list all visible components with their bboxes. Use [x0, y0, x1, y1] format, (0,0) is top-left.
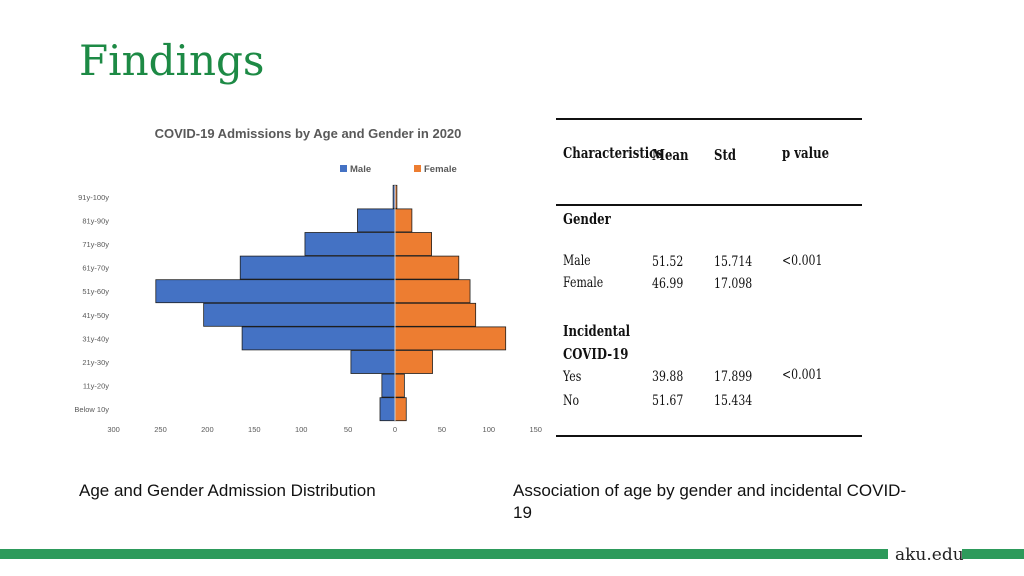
category-label: 21y-30y	[82, 358, 109, 367]
footer-bar-right	[962, 549, 1024, 559]
category-label: 61y-70y	[82, 264, 109, 273]
table-header-rule	[556, 204, 862, 206]
legend-label-male: Male	[350, 164, 371, 175]
x-tick-label: 150	[529, 425, 542, 434]
bar-male	[357, 208, 396, 233]
row-male-p: <0.001	[782, 253, 823, 269]
bar-female	[394, 397, 407, 422]
group-incidental-1: Incidental	[563, 322, 631, 340]
category-label: 91y-100y	[78, 193, 109, 202]
x-tick-label: 200	[201, 425, 214, 434]
bar-female	[394, 326, 507, 351]
pyramid-chart: COVID-19 Admissions by Age and Gender in…	[74, 126, 542, 434]
row-yes-p: <0.001	[782, 367, 823, 383]
chart-title: COVID-19 Admissions by Age and Gender in…	[155, 126, 462, 141]
caption-table: Association of age by gender and inciden…	[513, 481, 907, 522]
bar-male	[239, 255, 396, 280]
row-female-std: 17.098	[714, 276, 753, 292]
category-label: 71y-80y	[82, 240, 109, 249]
category-label: 81y-90y	[82, 216, 109, 225]
row-female-mean: 46.99	[652, 276, 684, 292]
x-tick-label: 250	[154, 425, 167, 434]
row-male-std: 15.714	[714, 254, 753, 270]
bar-male	[155, 279, 396, 304]
bar-male	[203, 302, 396, 327]
header-characteristics: Characteristics	[563, 144, 663, 162]
category-label: 11y-20y	[83, 382, 109, 391]
x-tick-label: 50	[438, 425, 446, 434]
row-no-label: No	[563, 393, 580, 409]
bar-female	[394, 279, 471, 304]
row-female-label: Female	[563, 275, 604, 291]
row-yes-label: Yes	[563, 369, 582, 385]
bar-male	[241, 326, 396, 351]
x-tick-label: 0	[393, 425, 397, 434]
legend-swatch-male	[340, 165, 347, 172]
row-male-label: Male	[563, 253, 591, 269]
chart-legend: Male Female	[340, 164, 457, 175]
row-no-mean: 51.67	[652, 393, 684, 409]
category-label: 41y-50y	[82, 311, 109, 320]
footer-logo: aku.edu	[895, 545, 964, 565]
x-tick-label: 50	[344, 425, 352, 434]
bar-female	[394, 350, 433, 374]
bar-male	[379, 397, 396, 422]
header-std: Std	[714, 146, 737, 164]
category-label: Below 10y	[74, 405, 109, 414]
x-tick-label: 100	[483, 425, 496, 434]
bar-male	[304, 232, 396, 256]
bar-male	[381, 373, 396, 398]
row-yes-mean: 39.88	[652, 369, 684, 385]
stats-table: Characteristics Mean Std p value Gender …	[556, 118, 862, 438]
bar-female	[394, 302, 477, 327]
group-gender: Gender	[563, 210, 611, 228]
row-no-std: 15.434	[714, 393, 753, 409]
legend-swatch-female	[414, 165, 421, 172]
x-tick-label: 100	[295, 425, 308, 434]
category-label: 51y-60y	[82, 287, 109, 296]
category-label: 31y-40y	[82, 334, 109, 343]
bar-female	[394, 255, 460, 280]
x-tick-label: 300	[107, 425, 120, 434]
bar-female	[394, 373, 405, 398]
row-male-mean: 51.52	[652, 254, 684, 270]
x-tick-label: 150	[248, 425, 261, 434]
table-top-rule	[556, 118, 862, 120]
page-title: Findings	[79, 36, 265, 85]
bar-female	[394, 232, 432, 256]
caption-chart: Age and Gender Admission Distribution	[79, 481, 376, 500]
bar-male	[350, 350, 396, 374]
group-incidental-2: COVID-19	[563, 345, 629, 363]
footer-bar-left	[0, 549, 888, 559]
table-bottom-rule	[556, 435, 862, 437]
header-p-value: p value	[782, 144, 830, 162]
legend-label-female: Female	[424, 164, 457, 175]
row-yes-std: 17.899	[714, 369, 753, 385]
bar-female	[394, 208, 413, 233]
header-mean: Mean	[652, 146, 689, 164]
